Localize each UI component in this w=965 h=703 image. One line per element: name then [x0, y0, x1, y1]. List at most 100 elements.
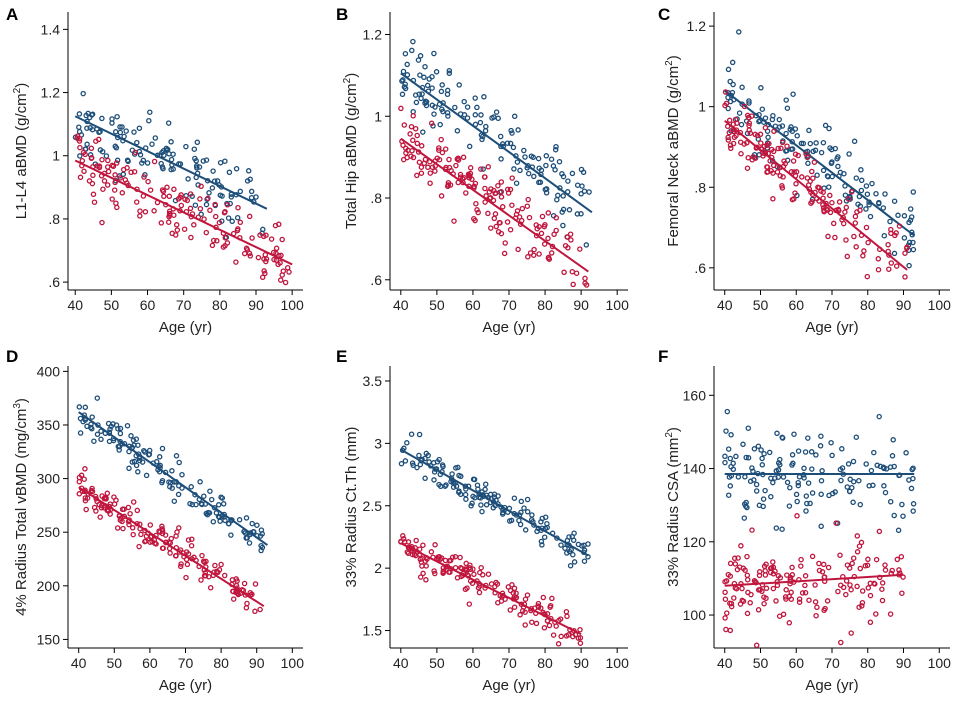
data-point-women [764, 164, 771, 170]
data-point-women [104, 164, 111, 170]
data-point-women [899, 590, 905, 596]
data-point-women [439, 149, 446, 156]
data-point-men [483, 502, 490, 508]
data-point-men [493, 109, 500, 115]
data-point-men [795, 448, 802, 454]
data-point-women [777, 173, 783, 179]
data-point-women [436, 145, 442, 151]
data-point-men [864, 191, 871, 197]
data-point-women [246, 213, 253, 220]
data-point-men [910, 239, 916, 246]
data-point-women [485, 571, 492, 577]
data-point-men [735, 474, 742, 480]
data-point-men [443, 482, 449, 488]
data-point-women [88, 487, 95, 494]
data-point-men [253, 194, 259, 200]
data-point-women [120, 525, 126, 532]
data-point-women [478, 564, 484, 571]
data-point-men [565, 178, 571, 184]
data-point-women [511, 585, 518, 592]
data-point-women [130, 531, 136, 538]
data-point-women [476, 589, 483, 596]
data-point-men [858, 177, 865, 184]
data-point-women [744, 112, 751, 119]
data-point-men [440, 463, 446, 470]
data-point-men [759, 462, 766, 468]
data-point-women [457, 554, 463, 561]
data-point-women [423, 577, 429, 583]
data-point-women [822, 605, 828, 612]
data-point-women [575, 635, 582, 641]
data-point-men [727, 483, 734, 489]
data-point-women [788, 596, 795, 602]
data-point-women [423, 563, 429, 569]
data-point-men [574, 182, 581, 188]
data-point-women [117, 175, 123, 181]
data-point-women [122, 177, 129, 183]
data-point-men [167, 483, 173, 490]
data-point-men [108, 423, 114, 430]
data-point-men [444, 110, 451, 116]
data-point-men [756, 118, 762, 125]
data-point-men [578, 211, 584, 217]
data-point-men [445, 113, 451, 119]
data-point-women [814, 604, 820, 611]
series-women [398, 533, 584, 647]
data-point-men [756, 502, 763, 509]
data-point-women [744, 610, 751, 617]
data-point-men [535, 155, 542, 162]
data-point-women [166, 213, 172, 220]
data-point-women [138, 531, 144, 538]
data-point-women [187, 191, 194, 197]
data-point-men [907, 206, 914, 212]
data-point-men [226, 520, 232, 527]
data-point-women [809, 168, 815, 175]
data-point-women [756, 572, 763, 579]
data-point-women [252, 608, 258, 615]
data-point-men [881, 232, 888, 239]
data-point-men [530, 154, 536, 161]
data-point-men [423, 102, 430, 109]
data-point-women [519, 608, 526, 614]
data-point-men [837, 169, 844, 176]
data-point-women [806, 597, 812, 603]
data-point-men [571, 530, 577, 536]
data-point-women [726, 129, 733, 136]
data-point-women [724, 610, 730, 616]
data-point-women [856, 604, 862, 610]
data-point-men [511, 495, 518, 501]
data-point-men [891, 198, 898, 204]
data-point-men [559, 171, 565, 177]
data-point-women [830, 220, 837, 227]
data-point-men [146, 117, 152, 124]
data-point-women [541, 241, 548, 247]
data-point-women [854, 583, 860, 590]
data-point-women [873, 611, 879, 617]
data-point-women [218, 561, 224, 568]
data-point-women [151, 158, 158, 165]
data-point-women [488, 581, 495, 587]
data-point-men [780, 474, 787, 480]
fit-line-women [400, 542, 582, 636]
data-point-women [802, 589, 809, 596]
panel-C: C 40 50 60 70 80 90 100 .6 .8 1 1.2 Age (yr) Femoral … [658, 5, 951, 336]
y-tick-label: 1 [374, 108, 382, 124]
data-point-men [456, 472, 462, 479]
data-point-women [867, 580, 874, 587]
data-point-men [560, 193, 566, 199]
data-point-men [745, 425, 752, 431]
data-point-men [237, 188, 244, 195]
data-point-men [431, 477, 437, 483]
data-point-women [563, 608, 570, 615]
data-point-men [813, 140, 819, 146]
data-point-men [219, 495, 226, 501]
data-point-women [104, 490, 111, 497]
data-point-men [795, 479, 801, 486]
data-point-men [243, 515, 250, 521]
data-point-men [776, 124, 783, 130]
data-point-women [492, 211, 499, 217]
data-point-women [131, 168, 138, 175]
data-point-women [181, 226, 188, 232]
x-tick-label: 60 [788, 297, 804, 313]
